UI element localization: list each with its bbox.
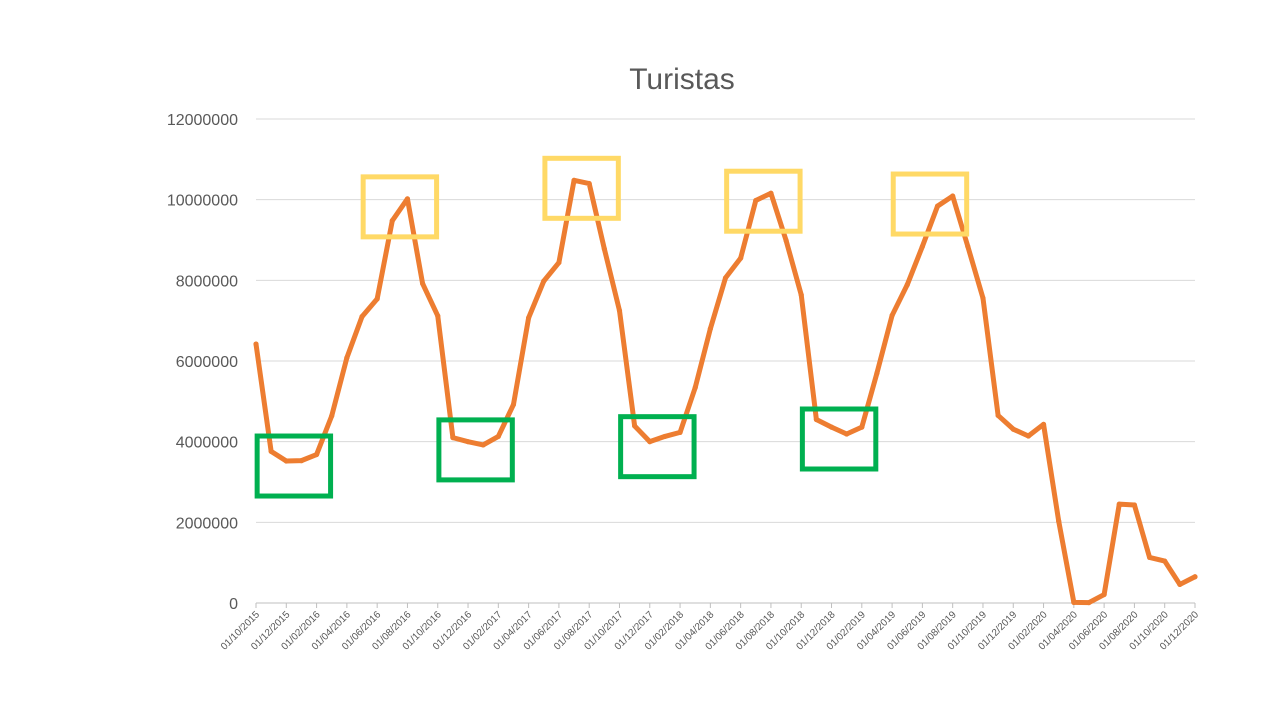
data-point <box>571 177 577 183</box>
data-point <box>298 458 305 464</box>
x-axis-tick-labels: 01/10/201501/12/201501/02/201601/04/2016… <box>219 609 1201 652</box>
data-point <box>419 280 426 287</box>
data-point <box>707 326 713 332</box>
data-point <box>813 416 819 423</box>
data-point <box>1040 421 1047 427</box>
series-line <box>253 177 1198 606</box>
trough-highlight-box <box>618 414 697 480</box>
y-tick-label: 4000000 <box>176 435 238 452</box>
data-point <box>480 442 486 448</box>
data-point <box>1131 502 1138 508</box>
data-point <box>586 180 592 187</box>
peak-highlight-box <box>890 171 970 237</box>
data-point <box>768 190 774 196</box>
data-point <box>541 278 547 284</box>
data-point <box>995 412 1001 419</box>
data-point <box>389 218 395 224</box>
data-point <box>1177 581 1183 588</box>
chart-title: Turistas <box>629 63 735 96</box>
data-point <box>1146 554 1153 561</box>
data-point <box>450 435 456 441</box>
data-point <box>495 433 501 440</box>
y-tick-label: 8000000 <box>176 273 238 290</box>
data-point <box>329 413 335 419</box>
data-point <box>374 296 380 302</box>
data-point <box>556 259 562 266</box>
data-point <box>616 307 623 314</box>
y-axis-tick-labels: 0 2000000 4000000 6000000 8000000 10000000 120… <box>167 112 238 613</box>
y-tick-label: 6000000 <box>176 354 238 371</box>
data-point <box>919 243 925 250</box>
data-point <box>313 451 320 458</box>
data-point <box>722 275 729 281</box>
data-point <box>1101 591 1107 598</box>
data-point <box>692 385 698 391</box>
data-point <box>1086 599 1092 606</box>
data-point <box>1056 518 1062 524</box>
peak-highlight-box <box>542 155 621 221</box>
data-point <box>934 203 941 209</box>
data-point <box>662 433 668 440</box>
data-point <box>828 424 835 430</box>
data-point <box>980 295 986 301</box>
data-point <box>950 193 956 199</box>
trough-highlight-box <box>799 406 879 472</box>
trough-highlight-box <box>436 417 515 483</box>
data-point <box>268 448 274 454</box>
peak-highlight-box <box>360 174 440 240</box>
data-point <box>344 355 350 361</box>
data-point <box>1025 433 1032 439</box>
series-layer <box>253 177 1198 606</box>
y-tick-label: 0 <box>229 596 238 613</box>
data-point <box>783 237 789 244</box>
data-point <box>753 197 759 204</box>
data-point <box>738 255 744 261</box>
data-point <box>526 315 532 321</box>
data-point <box>798 292 804 298</box>
data-point <box>283 458 289 464</box>
data-point <box>965 243 971 250</box>
peak-highlight-box <box>724 168 803 234</box>
data-point <box>677 429 683 435</box>
data-point <box>844 431 850 437</box>
data-point <box>874 370 880 376</box>
y-tick-label: 2000000 <box>176 515 238 532</box>
data-point <box>904 282 910 288</box>
data-point <box>465 439 471 445</box>
data-point <box>1116 501 1122 507</box>
data-point <box>859 424 865 430</box>
highlight-boxes <box>254 155 970 499</box>
data-point <box>1010 426 1016 432</box>
trough-highlight-box <box>254 433 334 499</box>
data-point <box>1192 574 1198 580</box>
data-point <box>359 314 365 320</box>
data-point <box>253 341 259 347</box>
data-point <box>601 246 607 252</box>
data-point <box>889 312 895 319</box>
data-point <box>404 196 411 202</box>
data-point <box>632 423 638 429</box>
data-point <box>647 439 653 445</box>
data-point <box>510 401 517 408</box>
y-tick-label: 12000000 <box>167 112 238 129</box>
data-point <box>435 313 441 319</box>
x-axis <box>255 602 1196 608</box>
data-point <box>1071 599 1077 605</box>
y-tick-label: 10000000 <box>167 193 238 210</box>
data-point <box>1162 558 1168 564</box>
